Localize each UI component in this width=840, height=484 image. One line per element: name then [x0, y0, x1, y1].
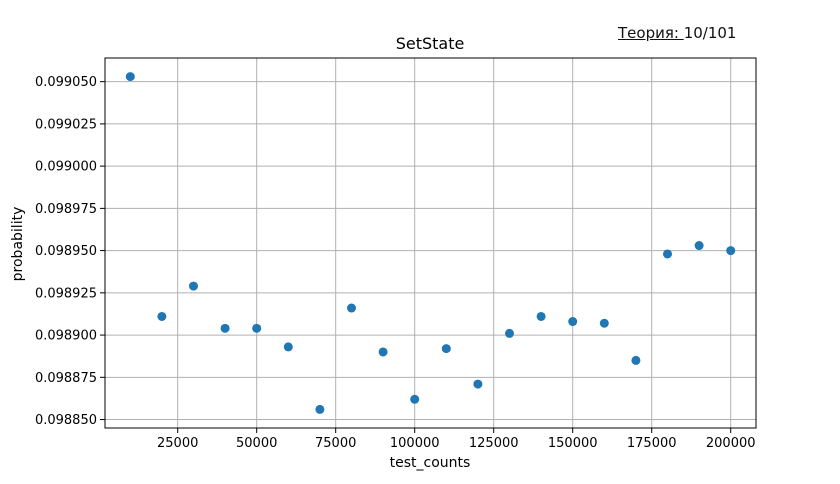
data-point [188, 281, 198, 291]
x-axis-label: test_counts [390, 455, 471, 471]
y-tick-label: 0.099025 [35, 117, 97, 132]
data-point [473, 379, 483, 389]
data-point [125, 72, 135, 82]
data-point [346, 303, 356, 313]
data-point [220, 323, 230, 333]
data-point [631, 355, 641, 365]
data-point [157, 311, 167, 321]
data-point [694, 241, 704, 251]
axis-ticks: 25000 50000 75000 100000 125000 150000 175000 2… [35, 75, 756, 451]
x-tick-label: 200000 [706, 436, 756, 451]
x-tick-label: 50000 [236, 436, 277, 451]
data-points [125, 72, 736, 414]
y-axis-label: probability [10, 207, 26, 282]
data-point [599, 318, 609, 328]
data-point [315, 404, 325, 414]
data-point [663, 249, 673, 259]
theory-value: 10/101 [683, 24, 737, 42]
x-tick-label: 175000 [627, 436, 677, 451]
axes-frame [104, 57, 757, 429]
x-tick-label: 100000 [390, 436, 440, 451]
x-tick-label: 75000 [315, 436, 356, 451]
x-tick-label: 25000 [157, 436, 198, 451]
y-tick-label: 0.099000 [35, 160, 97, 175]
y-tick-label: 0.099050 [35, 75, 97, 90]
data-point [410, 394, 420, 404]
data-point [726, 246, 736, 256]
data-point [568, 317, 578, 327]
y-tick-label: 0.098950 [35, 244, 97, 259]
y-tick-label: 0.098925 [35, 286, 97, 301]
grid [105, 58, 756, 428]
data-point [378, 347, 388, 357]
theory-label: Теория: 10/101 [618, 24, 736, 42]
data-point [505, 328, 515, 338]
data-point [283, 342, 293, 352]
data-point [252, 323, 262, 333]
y-tick-label: 0.098975 [35, 202, 97, 217]
y-tick-label: 0.098900 [35, 329, 97, 344]
data-point [536, 311, 546, 321]
x-tick-label: 150000 [548, 436, 598, 451]
theory-prefix: Теория: [618, 24, 684, 42]
chart-title: SetState [396, 34, 465, 53]
x-tick-label: 125000 [469, 436, 519, 451]
data-point [441, 344, 451, 354]
y-tick-label: 0.098850 [35, 413, 97, 428]
y-tick-label: 0.098875 [35, 371, 97, 386]
